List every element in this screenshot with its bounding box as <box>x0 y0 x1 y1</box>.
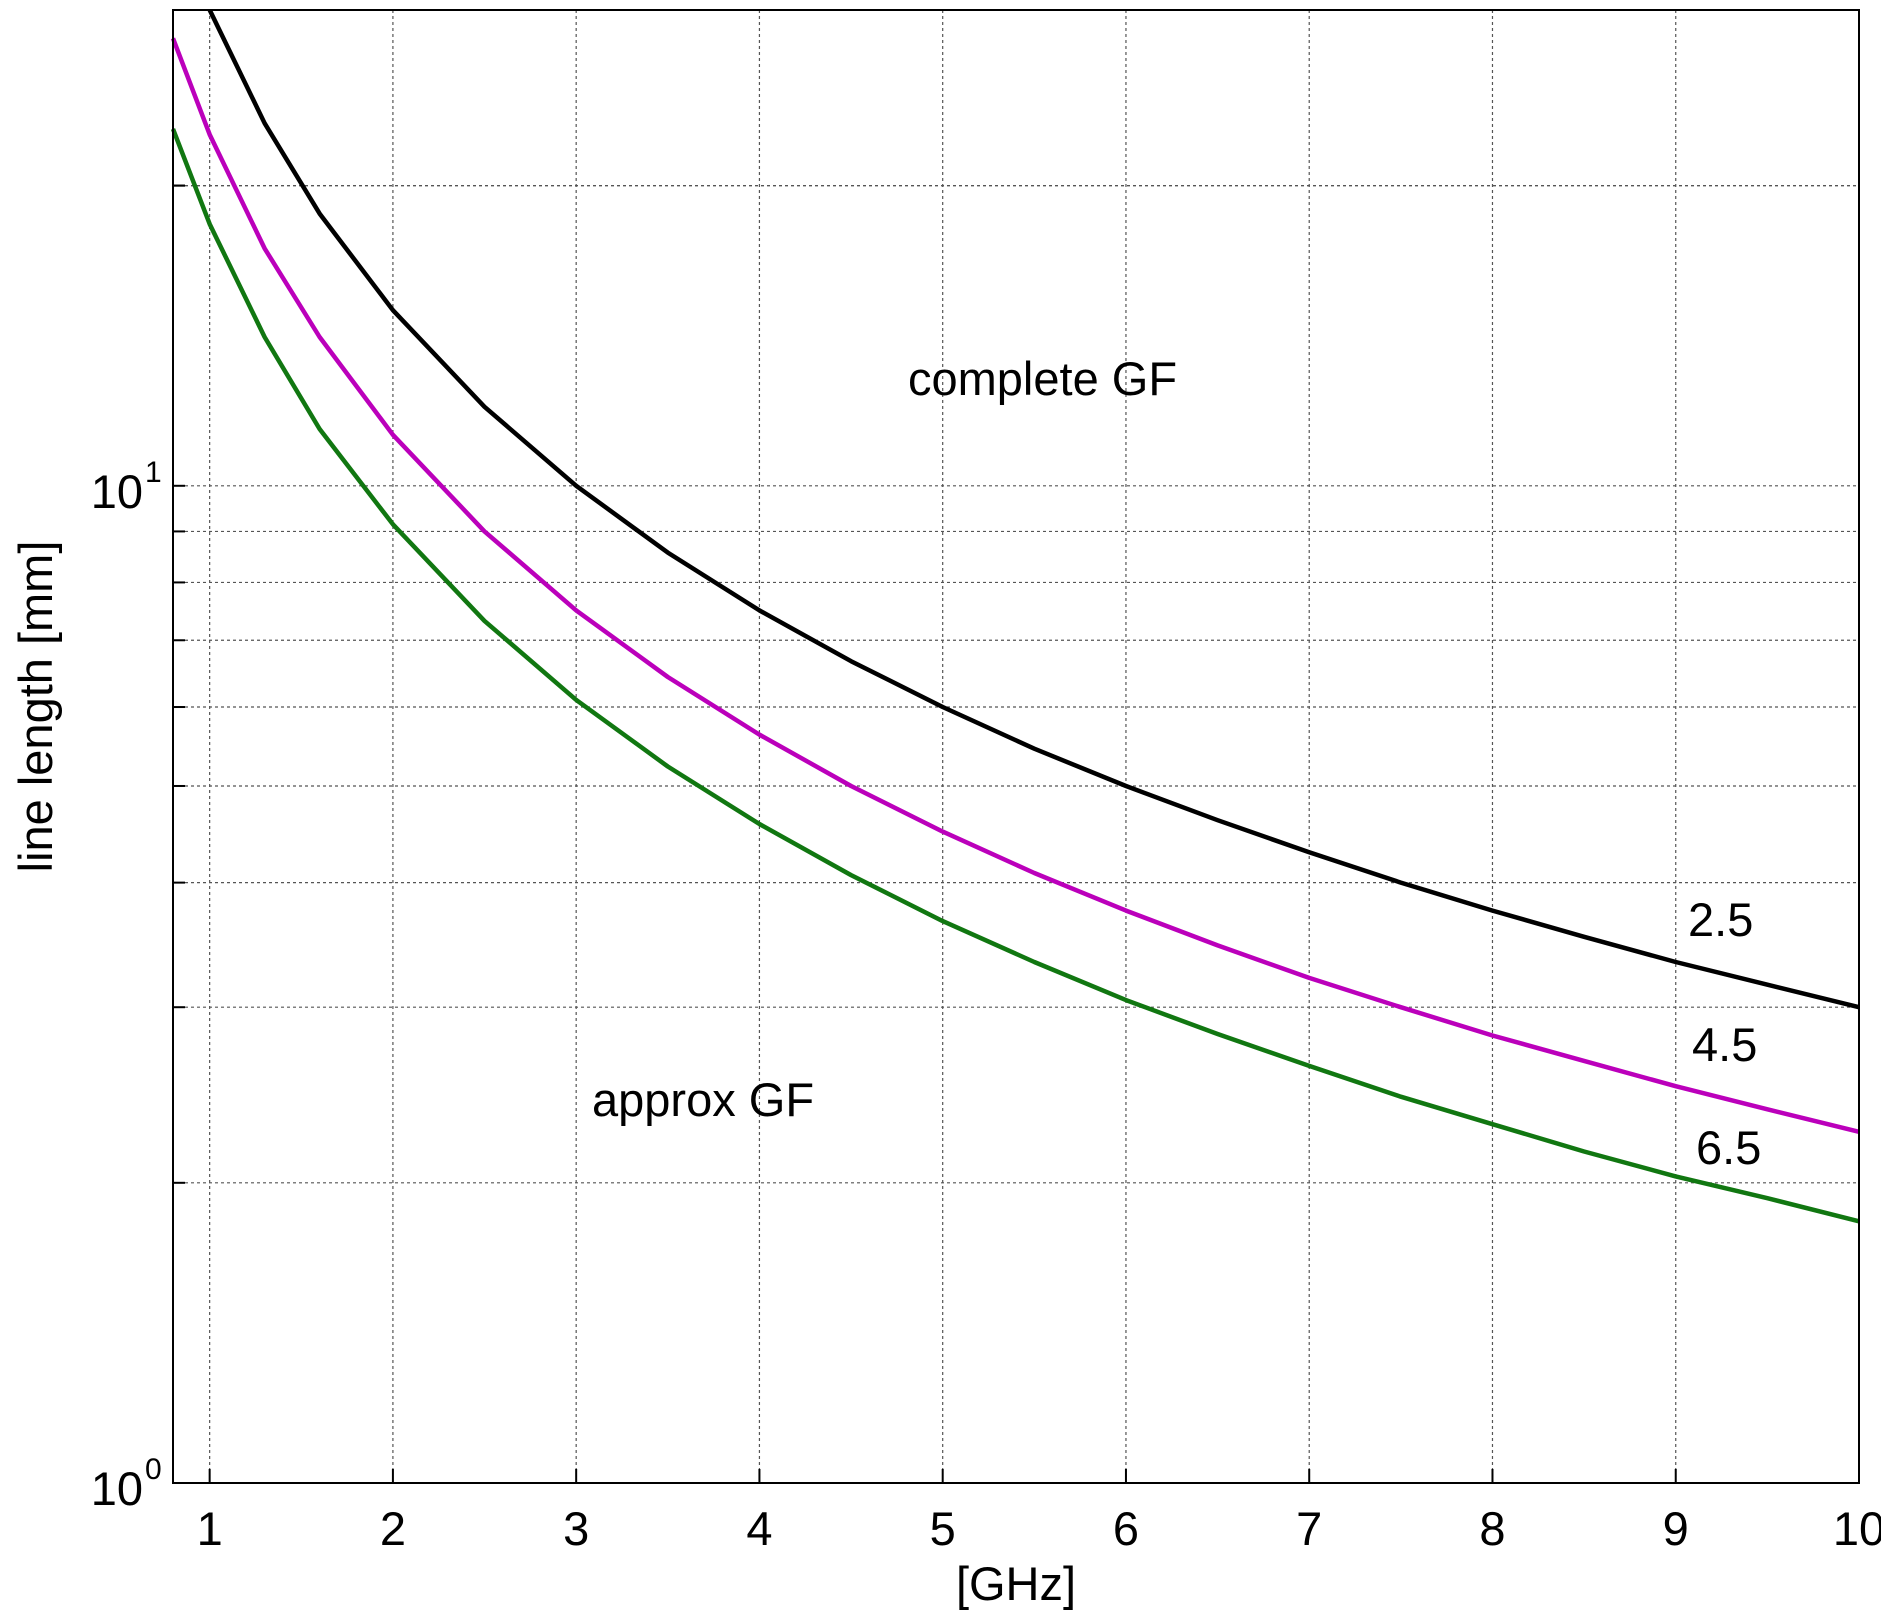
y-tick-exponent: 0 <box>145 1453 162 1486</box>
x-tick-label: 1 <box>197 1502 223 1555</box>
x-tick-label: 10 <box>1833 1502 1881 1555</box>
series-label-4.5: 4.5 <box>1692 1018 1757 1071</box>
x-tick-label: 3 <box>563 1502 589 1555</box>
x-tick-label: 5 <box>930 1502 956 1555</box>
y-axis-label: line length [mm] <box>9 541 62 873</box>
x-tick-label: 4 <box>746 1502 772 1555</box>
x-tick-label: 8 <box>1479 1502 1505 1555</box>
plot-frame <box>172 9 1860 1484</box>
series-label-6.5: 6.5 <box>1696 1121 1761 1174</box>
series-line-2.5 <box>207 9 1860 1010</box>
series-labels: 2.5 4.5 6.5 <box>1688 893 1761 1174</box>
x-tick-label: 2 <box>380 1502 406 1555</box>
series-line-4.5 <box>170 37 1860 1134</box>
y-tick-exponent: 1 <box>145 456 162 489</box>
x-axis-label: [GHz] <box>956 1557 1076 1610</box>
x-tick-label: 6 <box>1113 1502 1139 1555</box>
y-tick-label: 10 <box>91 1462 143 1515</box>
series-label-2.5: 2.5 <box>1688 893 1753 946</box>
series-line-6.5 <box>170 128 1860 1224</box>
x-tick-label: 9 <box>1663 1502 1689 1555</box>
annotation-complete-gf: complete GF <box>908 352 1177 405</box>
series-lines <box>170 9 1860 1224</box>
y-tick-label: 10 <box>91 465 143 518</box>
x-tick-label: 7 <box>1296 1502 1322 1555</box>
annotation-approx-gf: approx GF <box>592 1073 814 1126</box>
